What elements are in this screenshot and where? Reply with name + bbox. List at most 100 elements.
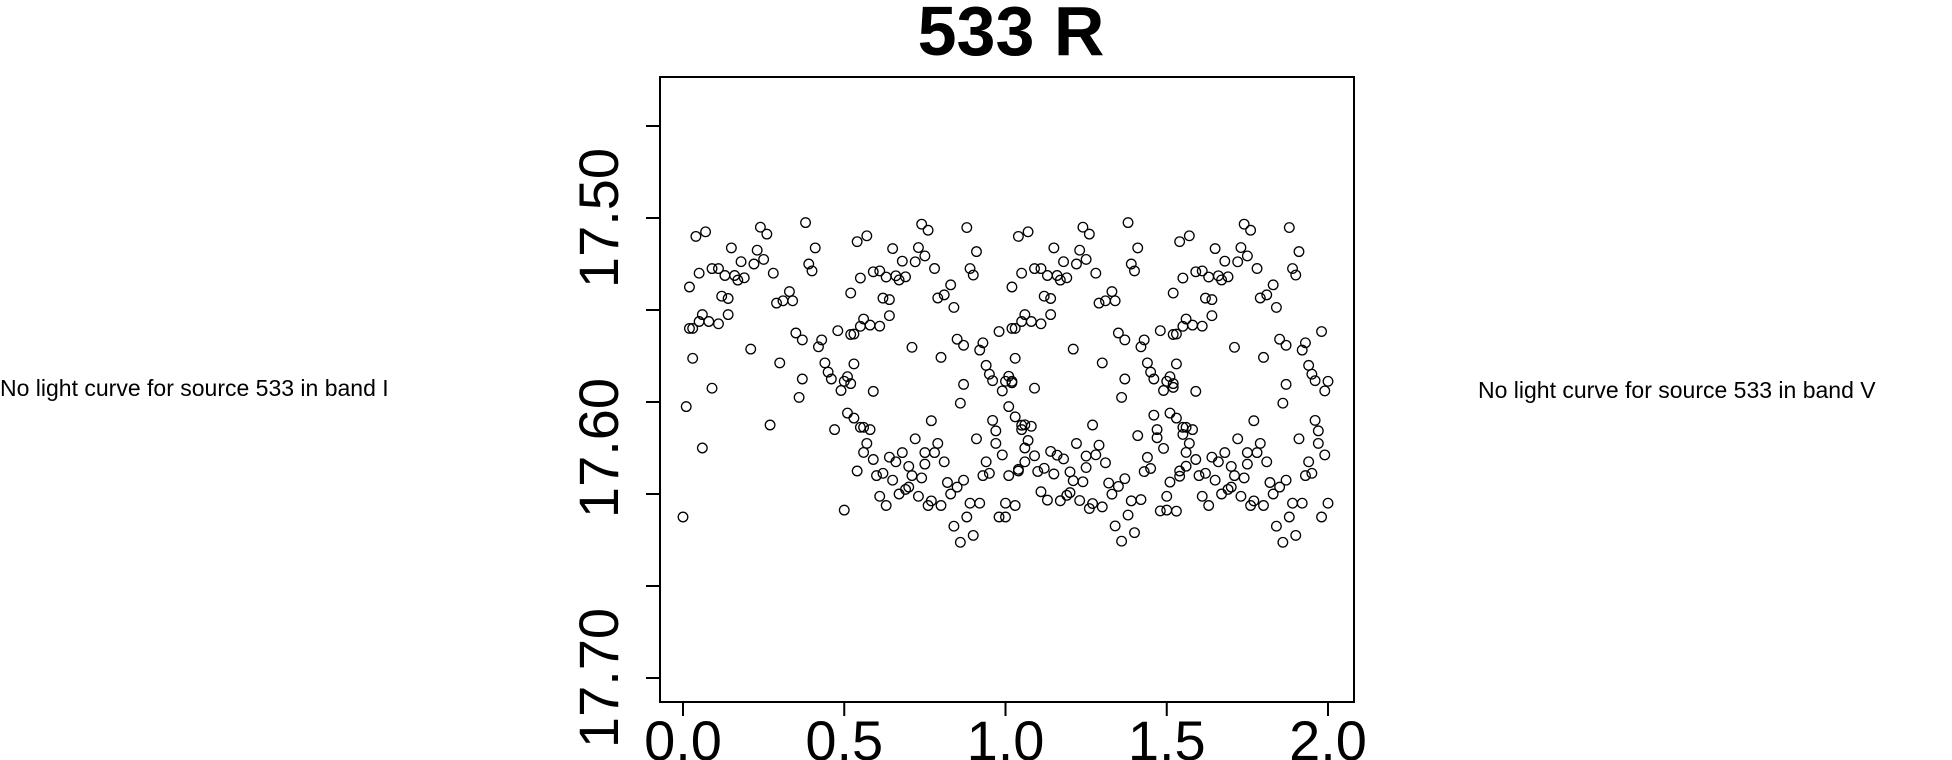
data-point <box>1006 281 1018 293</box>
data-point <box>1267 279 1279 291</box>
data-point <box>903 460 915 472</box>
data-point <box>684 322 695 334</box>
data-point <box>848 358 860 370</box>
data-point <box>1074 244 1086 256</box>
data-point <box>1245 224 1257 236</box>
data-point <box>713 263 724 275</box>
data-point <box>693 267 705 279</box>
data-point <box>974 344 986 356</box>
data-point <box>1096 357 1108 369</box>
data-point <box>864 424 876 436</box>
data-point <box>842 407 853 419</box>
data-point <box>867 454 879 465</box>
data-point <box>777 295 789 307</box>
data-point <box>1103 477 1115 489</box>
data-point <box>1209 243 1221 255</box>
data-point <box>771 297 782 309</box>
data-point <box>1174 236 1186 248</box>
data-point <box>874 320 886 332</box>
data-point <box>1170 412 1182 424</box>
data-point <box>1296 344 1308 356</box>
data-point <box>1003 401 1015 413</box>
data-point <box>1009 322 1021 334</box>
data-point <box>1132 242 1144 254</box>
data-point <box>1093 297 1105 309</box>
data-point <box>851 465 863 477</box>
data-point <box>1299 470 1311 482</box>
data-point <box>945 279 957 291</box>
data-point <box>1164 407 1176 419</box>
data-point <box>1190 266 1202 278</box>
data-point <box>861 437 873 449</box>
data-point <box>1270 301 1282 313</box>
y-tick-label: 17.70 <box>567 608 630 748</box>
data-point <box>964 263 976 275</box>
data-point <box>1054 274 1066 286</box>
data-point <box>877 292 889 304</box>
data-point <box>1070 258 1082 270</box>
data-point <box>1199 467 1211 479</box>
data-point <box>996 385 1008 397</box>
data-point <box>1235 490 1247 502</box>
data-point <box>1167 287 1179 299</box>
data-point <box>958 474 970 486</box>
data-point <box>1248 495 1260 507</box>
data-point <box>1035 263 1047 275</box>
data-point <box>1096 501 1108 513</box>
data-point <box>1312 437 1324 449</box>
data-point <box>1038 462 1050 474</box>
data-point <box>1212 456 1224 468</box>
data-point <box>1254 437 1266 449</box>
data-point <box>1203 500 1215 511</box>
x-axis: 0.0 0.5 1.0 1.5 2.0 <box>644 701 1367 760</box>
data-point <box>893 488 905 500</box>
data-point <box>1277 397 1289 409</box>
data-point <box>1125 258 1137 270</box>
data-point <box>854 272 866 284</box>
data-point <box>1122 217 1134 229</box>
data-point <box>867 385 879 397</box>
data-point <box>1206 310 1218 322</box>
data-point <box>1077 476 1089 488</box>
data-point <box>745 343 757 355</box>
data-point <box>996 449 1008 461</box>
data-point <box>1025 316 1037 327</box>
data-point <box>819 357 831 369</box>
data-point <box>1087 419 1099 431</box>
data-point <box>861 230 873 242</box>
data-point <box>987 375 999 387</box>
data-point <box>680 401 692 413</box>
data-point <box>1229 470 1240 482</box>
data-point <box>1077 221 1089 233</box>
data-point <box>1045 309 1057 321</box>
data-point <box>883 294 895 306</box>
data-point <box>1135 341 1147 353</box>
data-point <box>1158 442 1169 454</box>
data-point <box>1129 527 1140 539</box>
data-point <box>1151 424 1163 436</box>
data-point <box>922 224 934 236</box>
data-point <box>919 458 931 470</box>
data-point <box>1293 433 1305 445</box>
data-point <box>696 309 708 321</box>
data-point <box>719 270 731 281</box>
data-point <box>1319 385 1331 397</box>
data-point <box>1167 378 1179 390</box>
data-point <box>1035 318 1047 330</box>
data-point <box>1280 378 1292 390</box>
data-point <box>1054 495 1066 507</box>
data-point <box>1177 428 1189 440</box>
data-point <box>1138 334 1150 346</box>
data-point <box>1277 536 1289 548</box>
data-point <box>1019 309 1031 321</box>
data-point <box>948 301 960 313</box>
data-point <box>1045 293 1057 304</box>
data-point <box>822 366 834 378</box>
data-point <box>1170 358 1182 370</box>
data-point <box>1177 272 1189 284</box>
data-point <box>993 326 1005 337</box>
data-point <box>706 263 718 275</box>
data-point <box>1058 256 1070 268</box>
data-point <box>1109 295 1121 307</box>
data-point <box>1135 494 1147 506</box>
